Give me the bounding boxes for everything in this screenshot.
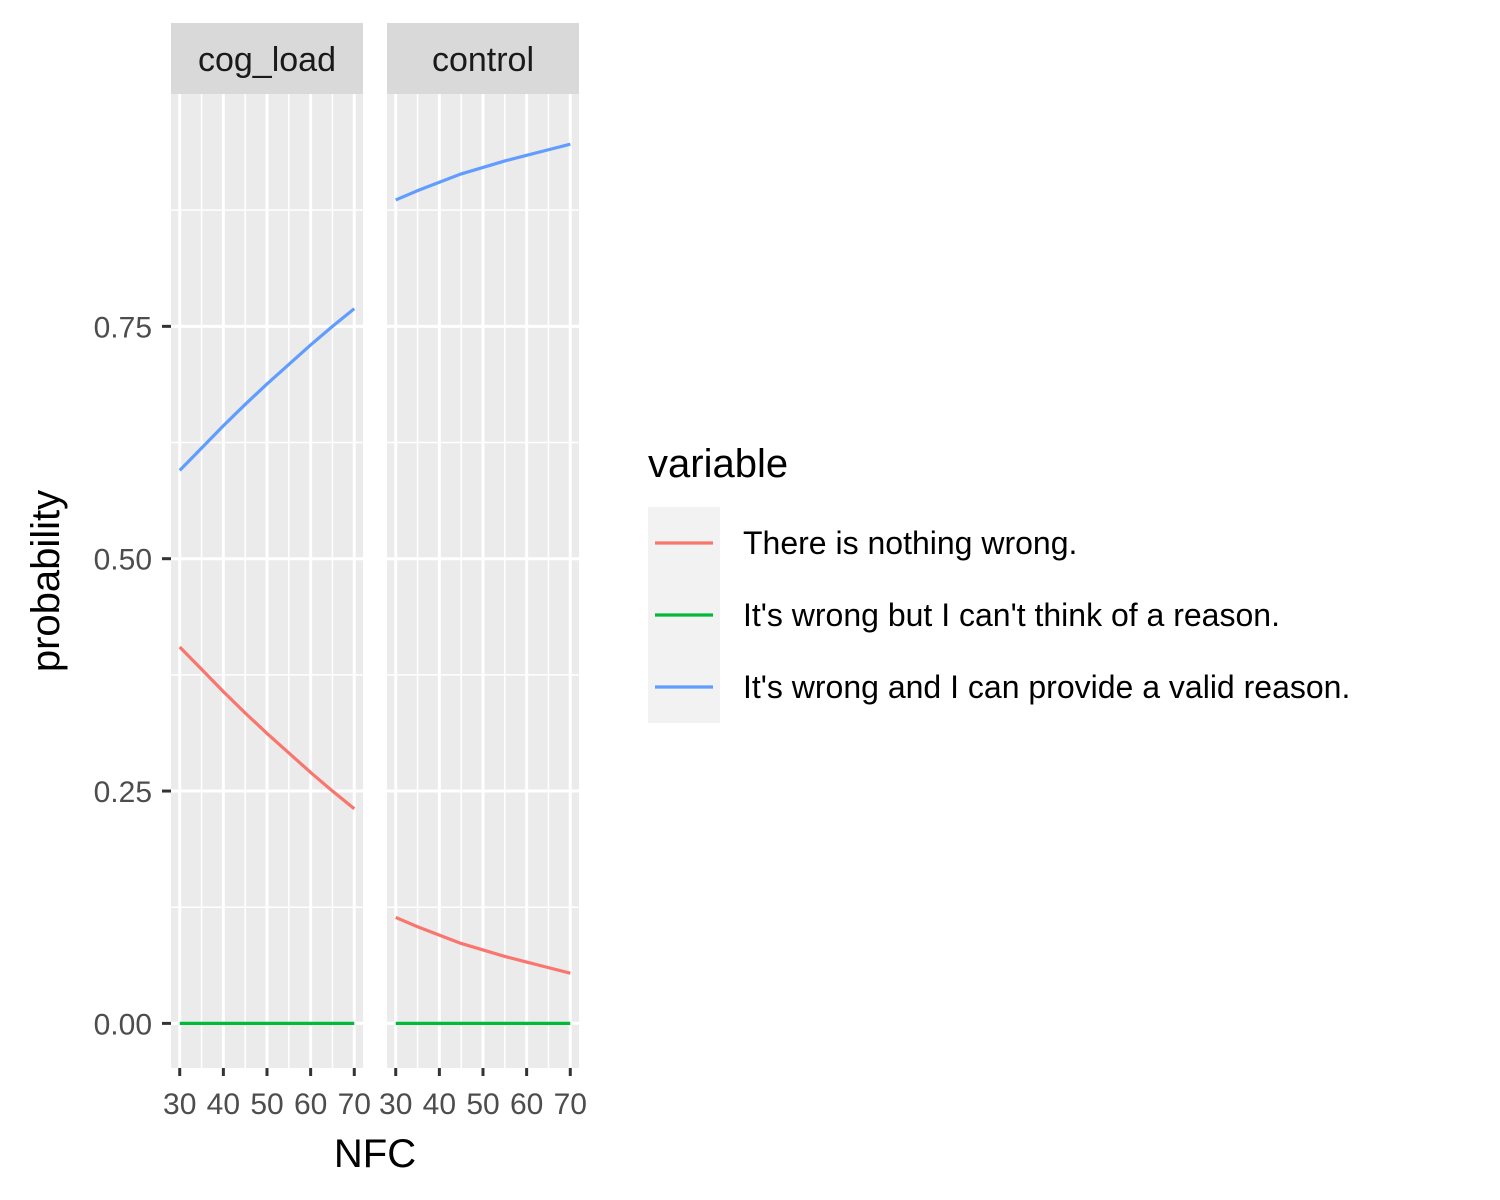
facet-strip-label: control [432,41,534,79]
x-tick-label: 70 [554,1088,587,1121]
x-tick-label: 60 [510,1088,543,1121]
series-line-3 [178,307,356,472]
x-tick-label: 40 [207,1088,240,1121]
y-axis: 0.00 0.25 0.50 0.75 [94,311,171,1041]
y-tick-label: 0.00 [94,1008,152,1041]
x-tick-label: 50 [466,1088,499,1121]
y-tick-label: 0.75 [94,311,152,344]
facet-strip-label: cog_load [198,41,336,79]
x-axis-cog_load: 30 40 50 60 70 [163,1068,371,1121]
x-tick-label: 70 [338,1088,371,1121]
x-axis-title: NFC [334,1132,416,1176]
legend-title: variable [648,442,788,486]
x-axis-control: 30 40 50 60 70 [379,1068,587,1121]
x-tick-label: 50 [250,1088,283,1121]
x-tick-label: 60 [294,1088,327,1121]
facet-strip [387,23,579,94]
x-axes: 30 40 50 60 70 30 40 50 60 70 [163,1068,587,1121]
y-axis-title: probability [24,490,68,672]
y-tick-label: 0.25 [94,776,152,809]
legend-label-3: It's wrong and I can provide a valid rea… [743,669,1350,705]
series-line-1 [395,915,571,975]
x-tick-label: 40 [423,1088,456,1121]
facet-strip [171,23,363,94]
x-tick-label: 30 [379,1088,412,1121]
series-line-1 [178,645,356,810]
facet-panel-cog_load: cog_load [171,23,363,1068]
facet-panel-control: control [387,23,579,1068]
series-line-3 [395,142,571,202]
x-tick-label: 30 [163,1088,196,1121]
facet-panels: cog_load control [171,23,579,1068]
legend-label-1: There is nothing wrong. [743,525,1077,561]
legend-label-2: It's wrong but I can't think of a reason… [743,597,1280,633]
y-tick-label: 0.50 [94,544,152,577]
legend: variable There is nothing wrong. It's wron… [648,442,1350,723]
